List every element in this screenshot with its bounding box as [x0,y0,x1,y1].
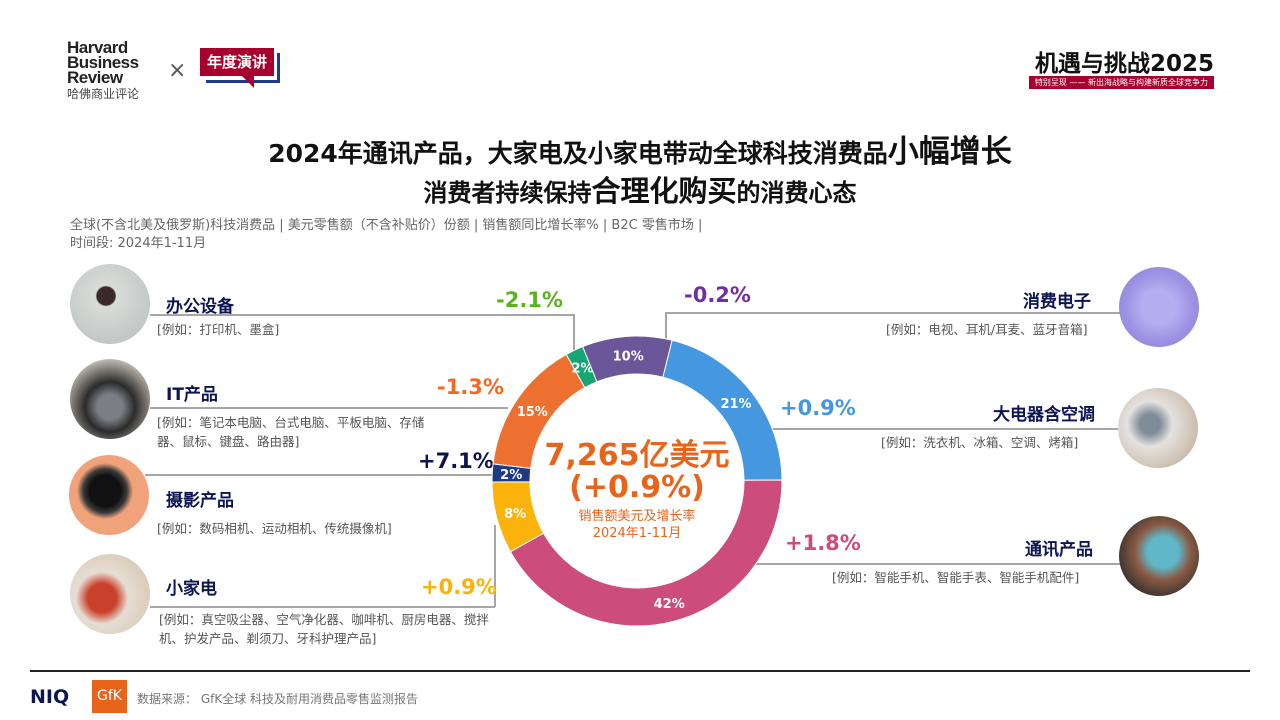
slice-label: 42% [654,597,685,612]
growth-photo: +7.1% [418,449,494,473]
times-icon: × [168,58,187,83]
center-period: 2024年1-11月 [592,526,682,541]
center-label: 销售额美元及增长率 2024年1-11月 [537,508,737,542]
total-sales: 7,265亿美元 [544,438,730,473]
event-title: 机遇与挑战2025 [1034,51,1214,77]
category-examples: [例如：真空吸尘器、空气净化器、咖啡机、厨房电器、搅拌机、护发产品、剃须刀、牙科… [159,612,489,646]
washing-machine-photo [1118,388,1198,468]
growth-it: -1.3% [437,375,504,399]
hbr-logo-cn: 哈佛商业评论 [67,87,140,101]
title-text: 2024年通讯产品，大家电及小家电带动全球科技消费品 [268,139,888,168]
laptop-photo [70,359,150,439]
donut-chart: 21% 42% 8% 2% 15% 2% 10% [491,335,783,627]
category-examples: [例如：笔记本电脑、台式电脑、平板电脑、存储器、鼠标、键盘、路由器] [157,415,425,449]
category-telecom: 通讯产品 [1025,540,1093,560]
category-consumer-electronics: 消费电子 [1023,292,1091,312]
category-office: 办公设备 [166,297,234,317]
connector-line [573,314,575,354]
donut-slice [582,335,673,383]
center-caption: 销售额美元及增长率 [578,509,696,524]
growth-small-appliances: +0.9% [421,575,497,599]
connector-line [665,312,1120,314]
growth-major-appliances: +0.9% [780,396,856,420]
category-it: IT产品 [166,385,218,405]
title-text: 的消费心态 [736,179,857,207]
camera-photo [69,455,149,535]
category-examples: [例如：智能手机、智能手表、智能手机配件] [832,570,1080,585]
connector-line [145,474,495,476]
hbr-logo-line: Business [67,53,139,72]
niq-logo: NIQ [30,686,70,708]
meta-line: 全球(不含北美及俄罗斯)科技消费品 | 美元零售额（不含补贴价）份额 | 销售额… [70,218,703,233]
slice-label: 10% [613,349,644,364]
connector-line [665,312,667,342]
headphones-photo [1119,267,1199,347]
category-examples: [例如：数码相机、运动相机、传统摄像机] [157,521,392,536]
event-subtitle: 特别呈现 —— 新出海战略与构建新质全球竞争力 [1028,76,1214,89]
slice-label: 21% [720,397,751,412]
title-emphasis: 合理化购买 [591,174,737,208]
slice-label: 8% [504,507,526,522]
category-examples: [例如：电视、耳机/耳麦、蓝牙音箱] [886,322,1088,337]
hbr-logo: Harvard Business Review 哈佛商业评论 [67,38,140,102]
growth-office: -2.1% [496,288,563,312]
total-growth: (+0.9%) [569,470,705,505]
connector-line [150,314,574,316]
hbr-logo-line: Review [67,68,123,87]
category-major-appliances: 大电器含空调 [993,405,1095,425]
category-small-appliances: 小家电 [166,579,217,599]
speech-tail [240,74,254,88]
category-photo: 摄影产品 [166,491,234,511]
connector-line [770,428,1120,430]
slice-label: 2% [572,361,594,376]
chart-meta: 全球(不含北美及俄罗斯)科技消费品 | 美元零售额（不含补贴价）份额 | 销售额… [70,217,702,253]
appliance-photo [70,554,150,634]
connector-line [150,606,495,608]
hbr-logo-line: Harvard [67,38,128,57]
title-text: 消费者持续保持 [423,179,592,207]
slice-label: 2% [500,468,522,483]
title-line2: 消费者持续保持合理化购买的消费心态 [0,168,1280,210]
category-examples: [例如：打印机、墨盒] [157,322,280,337]
slice-label: 15% [517,405,548,420]
growth-telecom: +1.8% [785,531,861,555]
connector-line [150,407,508,409]
connector-line [750,563,1120,565]
category-examples: [例如：洗衣机、冰箱、空调、烤箱] [881,435,1079,450]
meta-line: 时间段: 2024年1-11月 [70,236,207,251]
footer-divider [30,670,1250,672]
connector-line [494,525,496,607]
growth-consumer-electronics: -0.2% [684,283,751,307]
donut-slice [509,479,783,627]
title-line1: 2024年通讯产品，大家电及小家电带动全球科技消费品小幅增长 [0,126,1280,171]
annual-speech-badge: 年度演讲 [200,48,274,76]
gfk-logo: GfK [92,680,127,713]
smartphone-photo [1119,516,1199,596]
title-emphasis: 小幅增长 [887,134,1012,170]
data-source: 数据来源： GfK全球 科技及耐用消费品零售监测报告 [137,692,419,706]
printer-photo [70,264,150,344]
